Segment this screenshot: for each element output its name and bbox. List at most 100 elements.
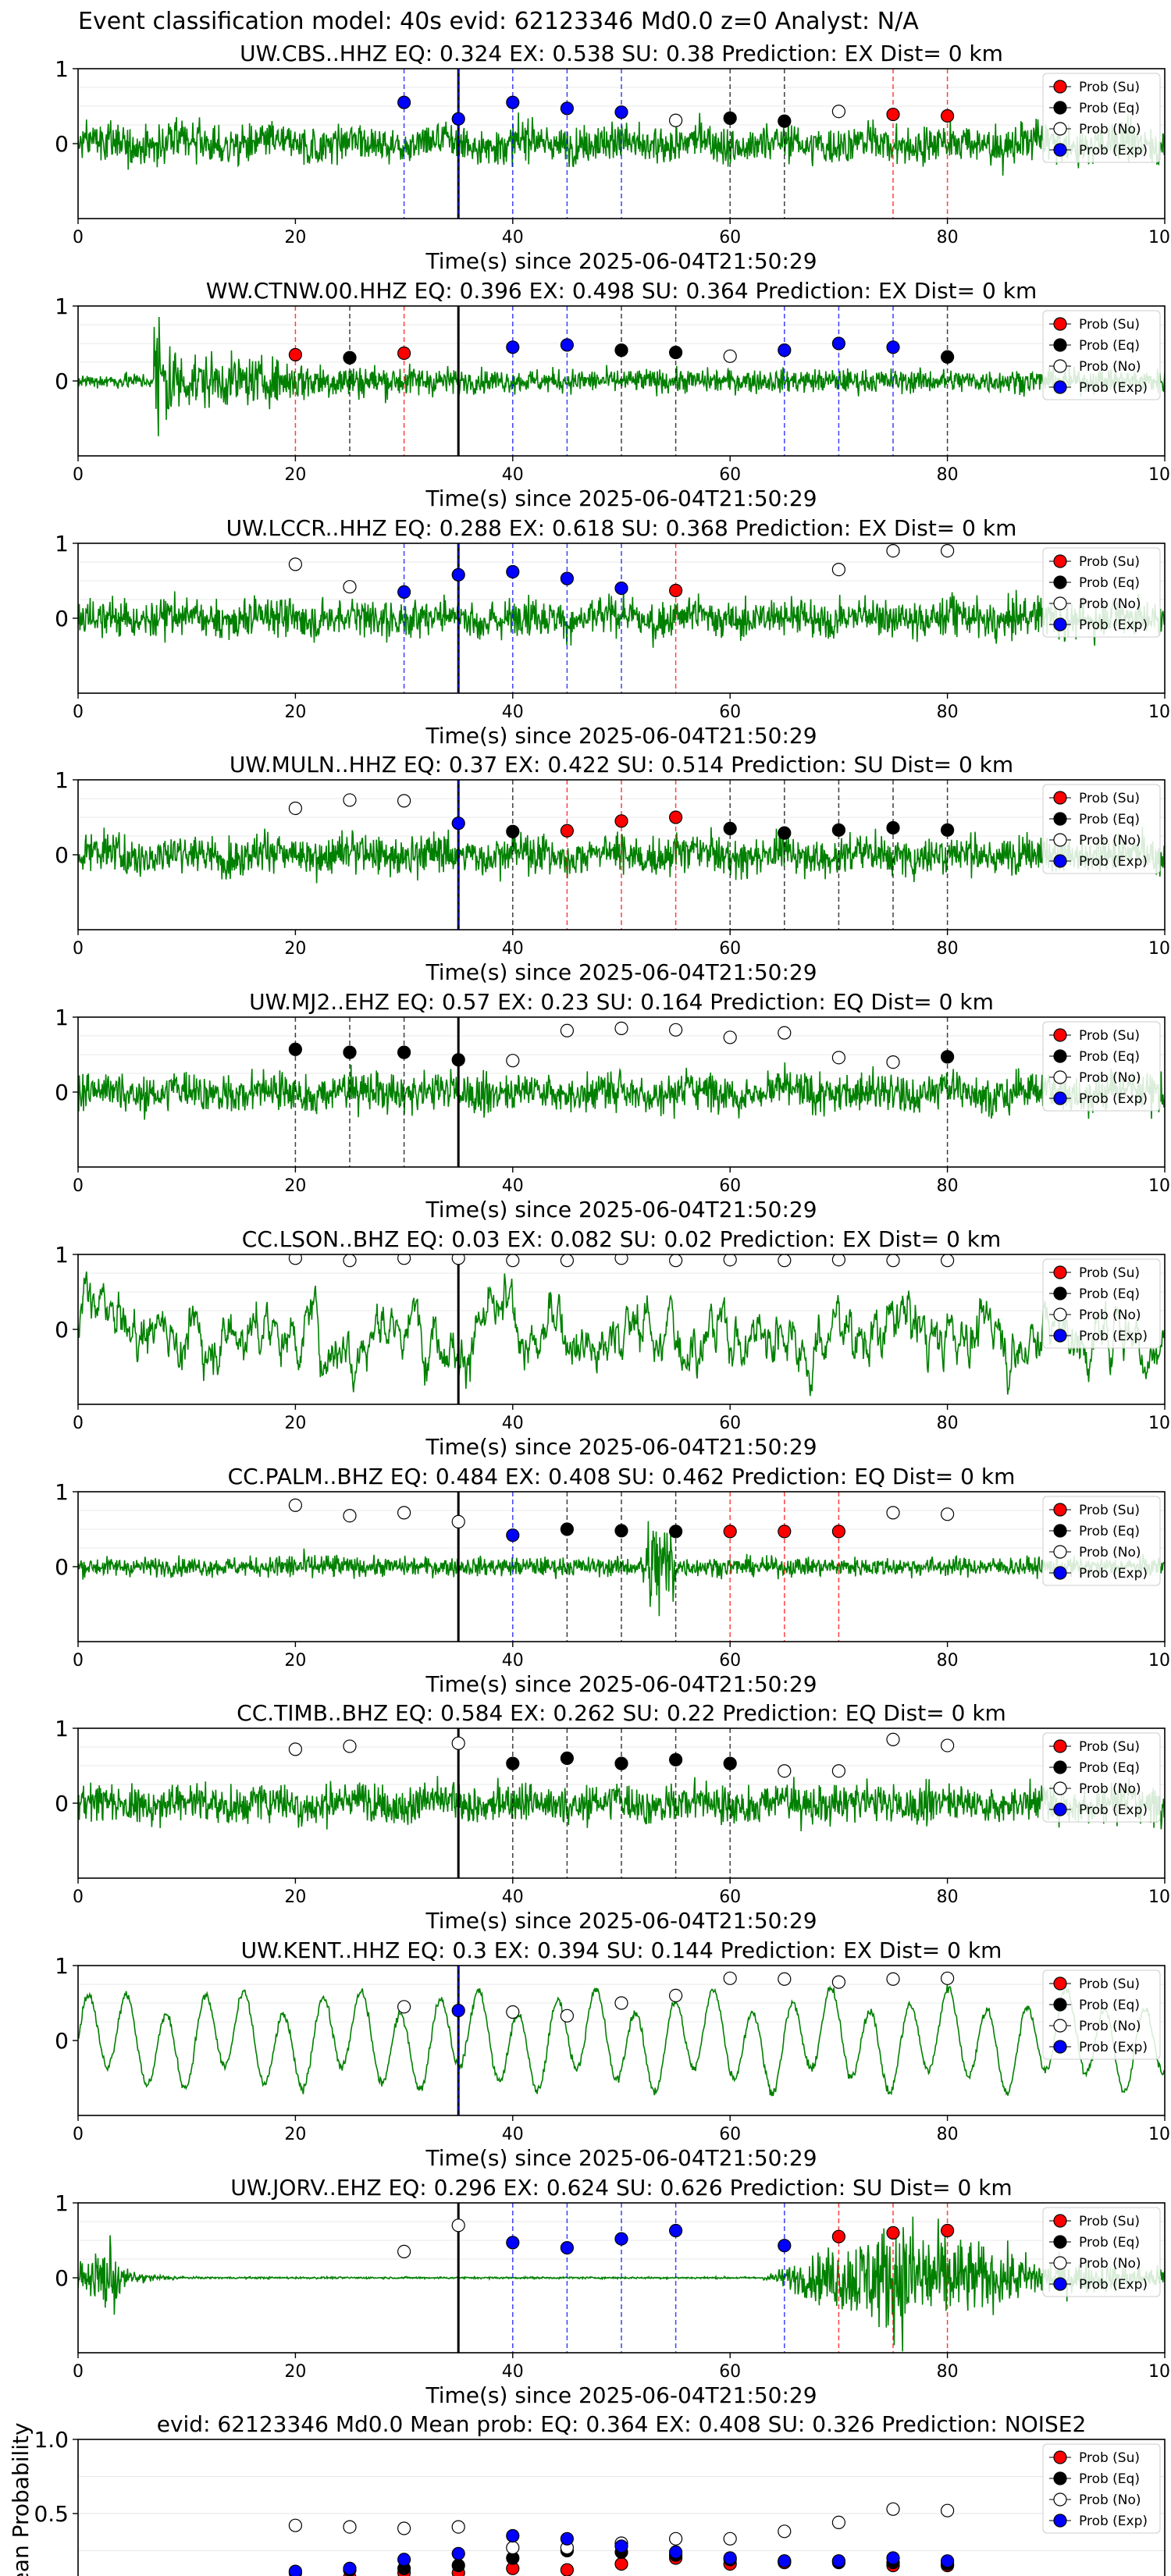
station-panel: UW.MJ2..EHZ EQ: 0.57 EX: 0.23 SU: 0.164 … bbox=[55, 989, 1171, 1222]
prob-point-exp bbox=[778, 343, 792, 358]
prob-point-exp bbox=[506, 340, 520, 354]
prob-point-no bbox=[451, 1254, 465, 1265]
legend-marker-su bbox=[1053, 2450, 1067, 2464]
x-tick-label: 40 bbox=[502, 1651, 524, 1670]
panel-title: evid: 62123346 Md0.0 Mean prob: EQ: 0.36… bbox=[157, 2411, 1087, 2437]
y-tick-label: 0 bbox=[55, 1791, 69, 1816]
y-tick-label: 1 bbox=[55, 1005, 69, 1030]
plot-content bbox=[78, 1728, 1165, 1878]
legend-frame bbox=[1042, 2207, 1161, 2297]
legend-label: Prob (Eq) bbox=[1079, 1760, 1140, 1776]
station-panel: UW.LCCR..HHZ EQ: 0.288 EX: 0.618 SU: 0.3… bbox=[55, 515, 1171, 749]
prob-point-eq bbox=[397, 1045, 411, 1059]
mean-point-exp bbox=[397, 2553, 411, 2567]
x-tick-label: 80 bbox=[937, 1176, 959, 1196]
prob-point-exp bbox=[614, 581, 628, 596]
x-tick-label: 80 bbox=[937, 2362, 959, 2382]
x-tick-label: 0 bbox=[73, 465, 84, 485]
panel-title: CC.LSON..BHZ EQ: 0.03 EX: 0.082 SU: 0.02… bbox=[242, 1226, 1002, 1252]
mean-point-no bbox=[668, 2532, 683, 2546]
prob-point-no bbox=[288, 1498, 302, 1512]
prob-point-su bbox=[560, 824, 575, 838]
legend-label: Prob (Su) bbox=[1079, 1739, 1140, 1755]
legend-marker-su bbox=[1053, 1503, 1067, 1517]
prob-point-no bbox=[723, 349, 737, 363]
x-tick-label: 20 bbox=[284, 1176, 306, 1196]
y-tick-label: 0 bbox=[55, 1317, 69, 1343]
prob-point-eq bbox=[886, 820, 900, 835]
prob-point-no bbox=[451, 2218, 465, 2233]
legend-label: Prob (Su) bbox=[1079, 1503, 1140, 1518]
prob-point-eq bbox=[668, 1752, 683, 1767]
y-tick-label: 1 bbox=[55, 1479, 69, 1505]
legend-marker-no bbox=[1053, 1545, 1067, 1559]
legend-marker-no bbox=[1053, 359, 1067, 373]
mean-point-no bbox=[506, 2541, 520, 2555]
prob-point-no bbox=[831, 1051, 846, 1065]
legend-marker-eq bbox=[1053, 2471, 1067, 2485]
prob-point-exp bbox=[397, 95, 411, 109]
y-axis-label: Mean Probability bbox=[8, 2422, 34, 2576]
prob-point-no bbox=[940, 1971, 955, 1985]
legend-marker-no bbox=[1053, 596, 1067, 610]
legend: Prob (Su) Prob (Eq) Prob (No) Prob (Exp) bbox=[1042, 784, 1161, 874]
x-tick-label: 60 bbox=[719, 228, 741, 247]
x-axis-label: Time(s) since 2025-06-04T21:50:29 bbox=[425, 1671, 817, 1697]
waveform-trace bbox=[78, 1776, 1165, 1832]
legend-marker-exp bbox=[1053, 143, 1067, 157]
mean-point-no bbox=[723, 2532, 737, 2546]
legend-marker-exp bbox=[1053, 2040, 1067, 2054]
x-tick-label: 100 bbox=[1148, 465, 1171, 485]
plot-content bbox=[78, 1492, 1165, 1642]
x-tick-label: 100 bbox=[1148, 2125, 1171, 2144]
legend-label: Prob (Eq) bbox=[1079, 1998, 1140, 2013]
mean-point-no bbox=[831, 2515, 846, 2529]
legend-marker-exp bbox=[1053, 1802, 1067, 1816]
prob-point-no bbox=[778, 1764, 792, 1778]
prob-point-exp bbox=[560, 338, 575, 352]
legend-marker-su bbox=[1053, 554, 1067, 568]
plot-content bbox=[78, 306, 1165, 456]
waveform-trace bbox=[78, 1271, 1165, 1397]
prob-point-no bbox=[940, 543, 955, 558]
x-axis-label: Time(s) since 2025-06-04T21:50:29 bbox=[425, 2382, 817, 2408]
prob-point-no bbox=[397, 794, 411, 808]
x-axis-label: Time(s) since 2025-06-04T21:50:29 bbox=[425, 1197, 817, 1222]
legend-label: Prob (Exp) bbox=[1079, 143, 1148, 158]
x-tick-label: 40 bbox=[502, 465, 524, 485]
legend-marker-eq bbox=[1053, 575, 1067, 589]
x-axis-label: Time(s) since 2025-06-04T21:50:29 bbox=[425, 248, 817, 274]
prob-point-no bbox=[288, 801, 302, 816]
legend-marker-eq bbox=[1053, 1286, 1067, 1300]
legend-label: Prob (Exp) bbox=[1079, 2514, 1148, 2529]
legend: Prob (Su) Prob (Eq) Prob (No) Prob (Exp) bbox=[1042, 1496, 1161, 1586]
prob-point-exp bbox=[397, 585, 411, 600]
x-tick-label: 60 bbox=[719, 703, 741, 722]
prob-point-no bbox=[886, 1732, 900, 1746]
prob-point-no bbox=[886, 1055, 900, 1069]
prob-point-eq bbox=[940, 350, 955, 364]
legend-frame bbox=[1042, 310, 1161, 400]
mean-point-exp bbox=[886, 2551, 900, 2565]
legend-label: Prob (Exp) bbox=[1079, 1802, 1148, 1818]
prob-point-eq bbox=[831, 823, 846, 837]
x-axis-label: Time(s) since 2025-06-04T21:50:29 bbox=[425, 723, 817, 749]
x-tick-label: 60 bbox=[719, 1888, 741, 1907]
legend: Prob (Su) Prob (Eq) Prob (No) Prob (Exp) bbox=[1042, 547, 1161, 638]
prob-point-no bbox=[831, 1764, 846, 1778]
legend-label: Prob (Exp) bbox=[1079, 380, 1148, 396]
legend-marker-exp bbox=[1053, 1091, 1067, 1105]
prob-point-eq bbox=[560, 1522, 575, 1536]
legend-label: Prob (No) bbox=[1079, 2019, 1141, 2034]
prob-point-no bbox=[343, 793, 357, 807]
legend-marker-su bbox=[1053, 317, 1067, 331]
mean-point-su bbox=[560, 2563, 574, 2576]
y-tick-label: 0.5 bbox=[34, 2501, 69, 2527]
prob-point-exp bbox=[506, 1528, 520, 1542]
y-tick-label: 0 bbox=[55, 2265, 69, 2291]
prob-point-no bbox=[343, 1254, 357, 1268]
x-tick-label: 60 bbox=[719, 1414, 741, 1433]
prob-point-no bbox=[831, 1254, 845, 1267]
legend-marker-eq bbox=[1053, 1760, 1067, 1774]
x-tick-label: 20 bbox=[284, 703, 306, 722]
